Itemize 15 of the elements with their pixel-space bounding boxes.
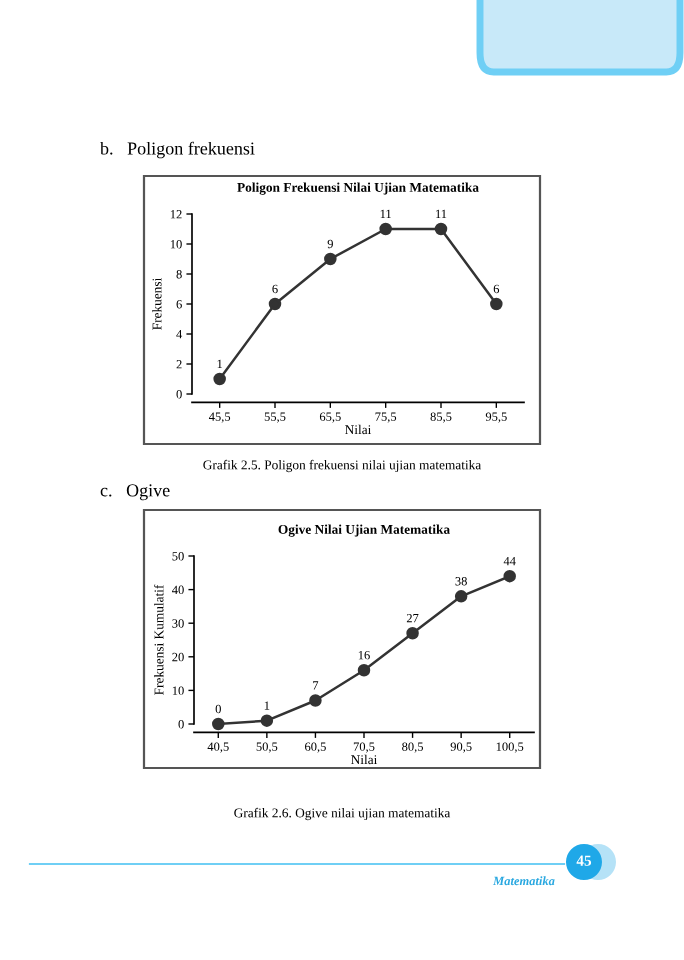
text: b. Poligon frekuensi: [100, 141, 255, 159]
point: [406, 627, 419, 640]
point: [434, 222, 448, 236]
point: [309, 694, 322, 707]
text: c. Ogive: [100, 484, 170, 501]
point: [454, 590, 468, 603]
point: [324, 252, 337, 266]
point: [268, 297, 282, 311]
point: [212, 717, 225, 731]
point: [260, 714, 274, 727]
point: [357, 663, 371, 677]
point: [379, 222, 392, 236]
point: [503, 569, 516, 583]
point: [490, 297, 503, 311]
point: [213, 372, 226, 386]
